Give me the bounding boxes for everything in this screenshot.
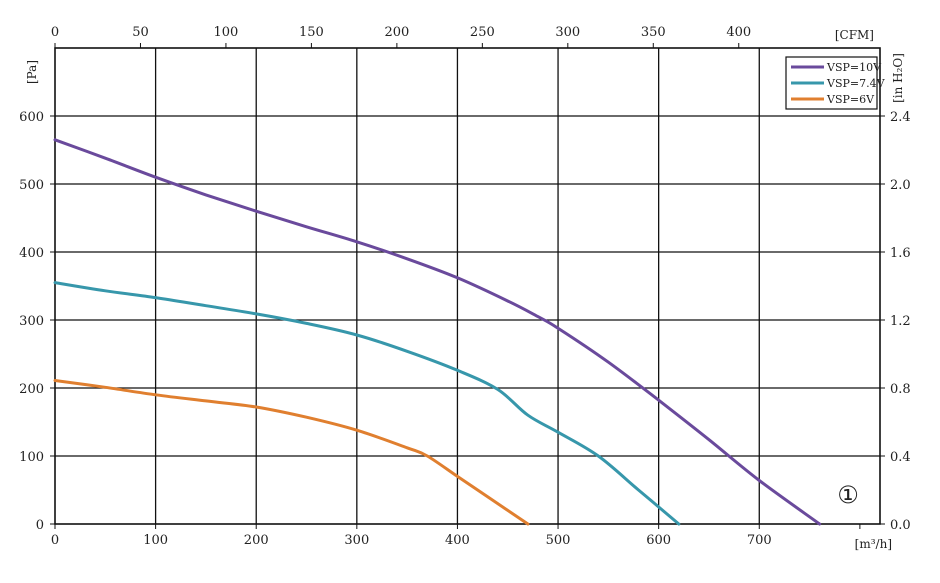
x-tick-label-top: 0 [51,25,59,40]
y-tick-label-right: 0.4 [890,450,911,465]
y-tick-label-left: 300 [19,314,44,329]
x-tick-label-top: 100 [214,25,239,40]
x-tick-label-top: 150 [299,25,324,40]
x-tick-label-top: 300 [555,25,580,40]
legend: VSP=10V VSP=7.4V VSP=6V [785,56,886,110]
y-tick-label-left: 500 [19,178,44,193]
x-tick-label-top: 250 [470,25,495,40]
x-tick-label-top: 350 [641,25,666,40]
y-tick-label-left: 600 [19,110,44,125]
y-unit-left: [Pa] [25,60,39,84]
y-tick-label-right: 2.0 [890,178,911,193]
curve-marker-label: ① [837,481,859,509]
x-tick-label-bottom: 300 [344,533,369,548]
legend-label-3: VSP=6V [826,93,875,106]
x-tick-label-top: 200 [384,25,409,40]
plot-frame [54,47,881,525]
x-tick-label-bottom: 200 [244,533,269,548]
y-tick-label-left: 400 [19,246,44,261]
x-unit-top: [CFM] [835,28,874,42]
y-tick-label-left: 200 [19,382,44,397]
x-tick-label-bottom: 0 [51,533,59,548]
series-lines [53,138,822,526]
x-tick-label-bottom: 700 [747,533,772,548]
grid [50,43,885,529]
y-tick-label-right: 2.4 [890,110,911,125]
units: [m³/h] [CFM] [Pa] [in H₂O] [25,28,905,551]
x-tick-label-top: 400 [726,25,751,40]
y-tick-label-right: 1.6 [890,246,911,261]
x-tick-label-bottom: 600 [646,533,671,548]
legend-label-2: VSP=7.4V [826,77,886,90]
series-line-2 [53,281,681,526]
x-tick-label-bottom: 100 [143,533,168,548]
legend-label-1: VSP=10V [826,61,882,74]
y-tick-label-left: 0 [36,518,44,533]
y-tick-label-left: 100 [19,450,44,465]
series-line-1 [53,138,822,526]
x-tick-label-bottom: 400 [445,533,470,548]
y-tick-label-right: 0.8 [890,382,911,397]
y-tick-label-right: 1.2 [890,314,911,329]
x-tick-label-bottom: 500 [546,533,571,548]
series-line-3 [53,379,530,526]
y-tick-label-right: 0.0 [890,518,911,533]
x-tick-label-top: 50 [132,25,149,40]
y-unit-right: [in H₂O] [891,53,905,103]
x-unit-bottom: [m³/h] [855,537,892,551]
